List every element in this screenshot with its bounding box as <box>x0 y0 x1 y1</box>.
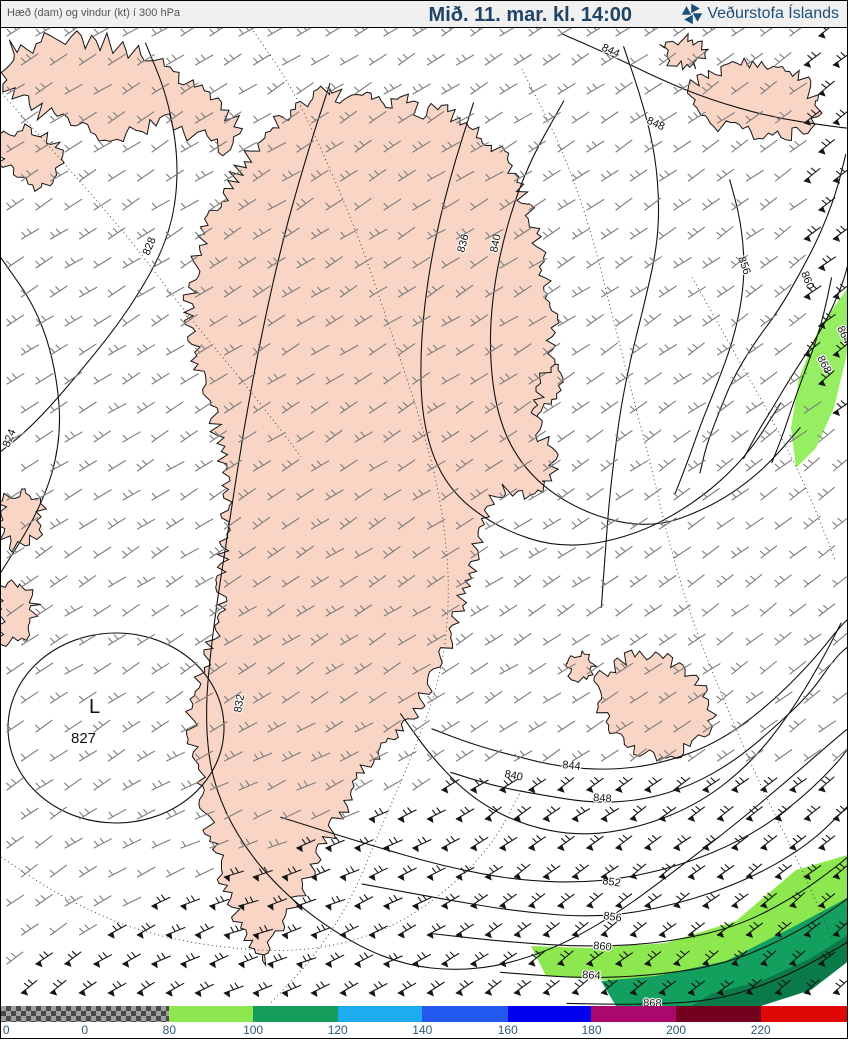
svg-text:868: 868 <box>643 997 662 1006</box>
svg-text:827: 827 <box>71 730 96 747</box>
svg-text:L: L <box>89 696 100 718</box>
svg-text:860: 860 <box>593 940 612 954</box>
svg-text:844: 844 <box>600 42 622 60</box>
svg-text:864: 864 <box>582 969 601 982</box>
svg-text:856: 856 <box>603 910 623 924</box>
svg-text:848: 848 <box>593 792 612 805</box>
svg-text:844: 844 <box>562 759 582 773</box>
svg-text:828: 828 <box>141 236 159 258</box>
svg-text:860: 860 <box>798 270 816 292</box>
svg-text:848: 848 <box>645 115 667 133</box>
